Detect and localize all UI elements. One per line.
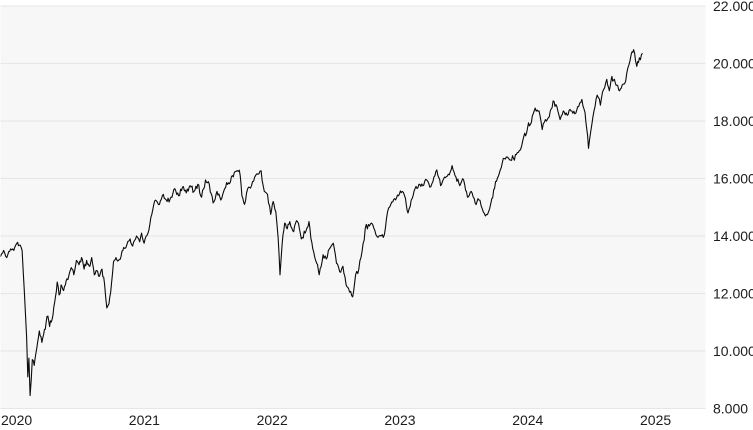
y-axis-tick-label: 22.000 bbox=[713, 0, 753, 14]
y-axis-tick-label: 18.000 bbox=[713, 113, 753, 129]
y-axis-tick-label: 16.000 bbox=[713, 171, 753, 187]
y-axis-tick-label: 10.000 bbox=[713, 343, 753, 359]
plot-area bbox=[0, 6, 706, 409]
y-axis-tick-label: 12.000 bbox=[713, 286, 753, 302]
x-axis-tick-label: 2023 bbox=[384, 412, 415, 428]
x-axis-tick-label: 2020 bbox=[1, 412, 32, 428]
y-axis-tick-label: 8.000 bbox=[713, 401, 748, 417]
y-axis-tick-label: 14.000 bbox=[713, 228, 753, 244]
x-axis-tick-label: 2022 bbox=[257, 412, 288, 428]
x-axis-tick-label: 2021 bbox=[129, 412, 160, 428]
x-axis-tick-label: 2025 bbox=[640, 412, 671, 428]
x-axis-tick-label: 2024 bbox=[512, 412, 543, 428]
y-axis-tick-label: 20.000 bbox=[713, 56, 753, 72]
price-line-series bbox=[0, 49, 643, 397]
